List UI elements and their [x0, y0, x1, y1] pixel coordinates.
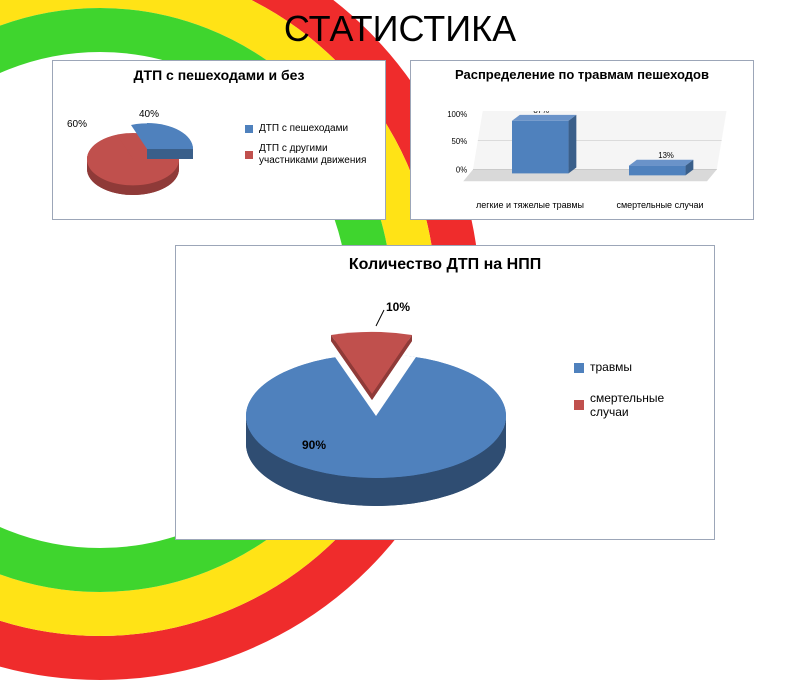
chart2-bar-area: 0% 50% 100% 87% 13% легкие и тяжелые тра…: [437, 111, 743, 189]
chart3-title: Количество ДТП на НПП: [176, 256, 714, 274]
legend-square-icon: [245, 151, 253, 159]
svg-text:87%: 87%: [533, 111, 549, 115]
legend-square-icon: [574, 400, 584, 410]
chart3-legend-item-1: смертельные случаи: [574, 391, 694, 420]
chart1-legend-label-1: ДТП с другими участниками движения: [259, 143, 375, 167]
chart1-legend-item-0: ДТП с пешеходами: [245, 121, 375, 137]
page-title: СТАТИСТИКА: [284, 8, 516, 50]
chart1-label-60: 60%: [67, 119, 87, 130]
chart-pedestrian-pie: ДТП с пешеходами и без 60% 40%: [52, 60, 386, 220]
chart-npp-pie: Количество ДТП на НПП 10% 90%: [175, 245, 715, 540]
chart3-legend-item-0: травмы: [574, 351, 694, 385]
chart2-title: Распределение по травмам пешеходов: [411, 67, 753, 82]
legend-square-icon: [574, 363, 584, 373]
legend-square-icon: [245, 125, 253, 133]
chart1-pie-area: 60% 40%: [73, 101, 213, 211]
svg-text:13%: 13%: [658, 151, 674, 160]
chart2-cat-1: смертельные случаи: [605, 201, 715, 211]
chart1-label-40: 40%: [139, 109, 159, 120]
chart3-legend-label-0: травмы: [590, 351, 632, 385]
chart3-pie-area: 10% 90%: [216, 296, 536, 526]
svg-text:0%: 0%: [456, 165, 467, 174]
chart1-legend: ДТП с пешеходами ДТП с другими участника…: [245, 121, 375, 173]
chart-injury-bar: Распределение по травмам пешеходов 0% 50…: [410, 60, 754, 220]
chart1-legend-label-0: ДТП с пешеходами: [259, 121, 348, 137]
chart1-title: ДТП с пешеходами и без: [53, 67, 385, 83]
chart3-legend: травмы смертельные случаи: [574, 351, 694, 425]
svg-text:50%: 50%: [452, 137, 468, 146]
chart2-cat-0: легкие и тяжелые травмы: [475, 201, 585, 211]
chart1-legend-item-1: ДТП с другими участниками движения: [245, 143, 375, 167]
chart3-legend-label-1: смертельные случаи: [590, 391, 694, 420]
svg-text:100%: 100%: [447, 111, 467, 119]
